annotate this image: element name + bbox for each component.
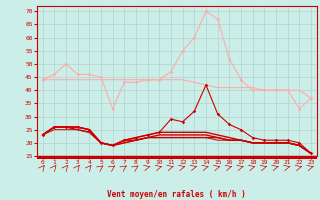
X-axis label: Vent moyen/en rafales ( km/h ): Vent moyen/en rafales ( km/h )	[108, 190, 246, 199]
